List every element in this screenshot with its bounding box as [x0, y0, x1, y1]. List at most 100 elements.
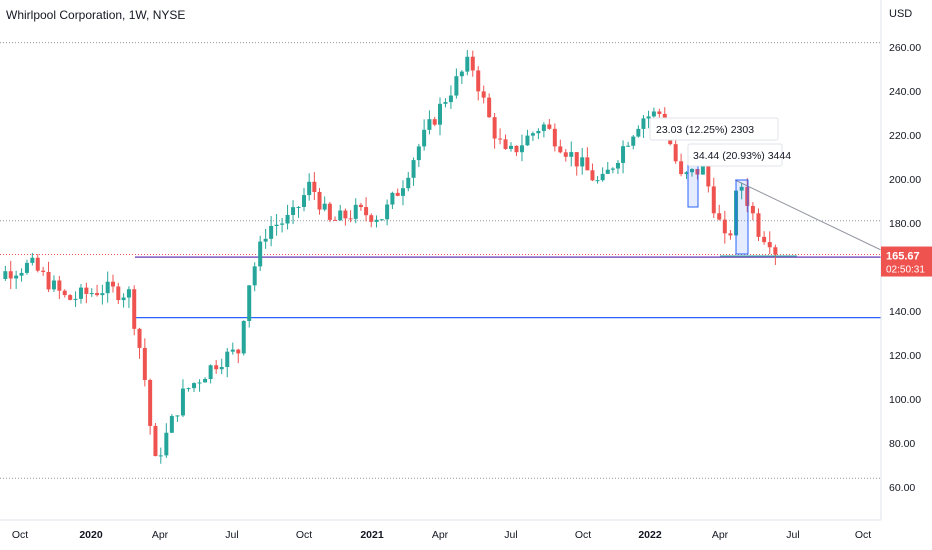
- candle-body: [348, 218, 353, 220]
- y-tick-label: 80.00: [889, 438, 915, 450]
- candle: [626, 141, 631, 148]
- candle: [492, 112, 497, 149]
- candle: [406, 171, 411, 192]
- candle-body: [302, 195, 306, 207]
- x-tick-label: Apr: [712, 529, 729, 541]
- candle-body: [547, 124, 552, 129]
- candle: [530, 131, 535, 141]
- candle-body: [364, 207, 369, 216]
- candle: [280, 218, 285, 233]
- candle-body: [203, 378, 208, 383]
- candle: [263, 228, 268, 249]
- candle: [214, 360, 219, 374]
- x-tick-label: 2020: [79, 529, 103, 541]
- x-tick-label: Jul: [786, 529, 799, 541]
- candle-body: [690, 168, 694, 173]
- candle-body: [116, 286, 121, 301]
- candle-body: [225, 351, 230, 367]
- candle-body: [525, 135, 530, 146]
- candle: [684, 171, 689, 180]
- candle: [208, 364, 213, 384]
- candle-body: [8, 271, 13, 279]
- x-tick-label: Jul: [504, 529, 517, 541]
- candle-body: [585, 157, 590, 171]
- candle-body: [137, 328, 142, 348]
- candle: [541, 122, 546, 138]
- candle-body: [536, 130, 541, 134]
- candle: [395, 188, 400, 197]
- candle: [142, 338, 147, 387]
- candle-body: [745, 186, 750, 206]
- candle-body: [230, 349, 235, 352]
- candle-body: [14, 275, 19, 279]
- candle-body: [530, 133, 535, 136]
- candle: [756, 208, 761, 242]
- candle: [585, 147, 590, 171]
- candle-body: [673, 144, 678, 162]
- candle-body: [263, 238, 268, 242]
- candle: [180, 379, 185, 418]
- candle-body: [711, 186, 716, 214]
- candle: [105, 271, 110, 303]
- candle-body: [626, 145, 631, 147]
- candle-body: [296, 206, 301, 208]
- candle: [509, 142, 513, 152]
- candle: [169, 414, 174, 434]
- candle: [750, 202, 755, 221]
- candle-body: [400, 188, 405, 196]
- candle: [192, 382, 197, 393]
- candle: [3, 265, 8, 281]
- candle-body: [722, 219, 727, 234]
- candle: [62, 289, 67, 298]
- candle-body: [269, 226, 274, 239]
- candle: [481, 85, 486, 104]
- candle-body: [679, 161, 684, 175]
- candle-body: [57, 280, 62, 291]
- candle-body: [379, 219, 384, 221]
- candle: [580, 148, 585, 175]
- candle: [364, 197, 369, 222]
- candle-body: [700, 164, 705, 175]
- candle-body: [519, 145, 524, 153]
- candle: [641, 114, 646, 138]
- candle: [296, 206, 301, 218]
- candle: [679, 153, 684, 177]
- chart-title: Whirlpool Corporation, 1W, NYSE: [6, 8, 186, 22]
- candle: [411, 157, 416, 186]
- candle-body: [641, 118, 646, 129]
- candle: [563, 148, 568, 162]
- candle: [353, 198, 358, 224]
- candle-body: [78, 287, 83, 299]
- candle: [68, 294, 73, 301]
- candle-body: [100, 293, 105, 296]
- candle-body: [126, 289, 131, 298]
- candle: [230, 342, 235, 355]
- candle: [443, 98, 448, 108]
- price-badge-value: 165.67: [886, 251, 920, 263]
- candle-body: [563, 152, 568, 157]
- candle: [269, 216, 274, 247]
- candle-body: [338, 210, 343, 221]
- candle-body: [610, 168, 615, 170]
- price-badge-box: [881, 246, 932, 277]
- measure-1-label: 23.03 (12.25%) 2303: [656, 124, 754, 136]
- candle: [51, 275, 56, 293]
- candle-body: [24, 262, 29, 273]
- candle-body: [411, 160, 416, 178]
- candle: [312, 172, 317, 200]
- candle-body: [385, 204, 390, 220]
- candle: [728, 230, 733, 240]
- candle-body: [552, 128, 557, 147]
- candle: [416, 143, 421, 167]
- currency-label: USD: [889, 8, 913, 20]
- candle-body: [695, 168, 700, 175]
- y-tick-label: 120.00: [889, 350, 921, 362]
- candle: [514, 145, 519, 157]
- candle: [615, 160, 620, 174]
- candle-body: [358, 204, 363, 208]
- candle-body: [636, 128, 641, 137]
- candle-body: [343, 210, 348, 219]
- candle-body: [142, 347, 147, 380]
- y-tick-label: 200.00: [889, 174, 921, 186]
